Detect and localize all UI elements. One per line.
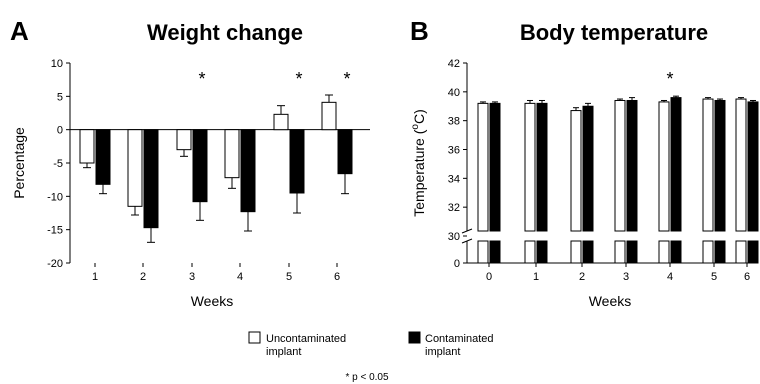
significance-marker: * bbox=[198, 69, 205, 89]
panel-a-y-tick-label: -20 bbox=[47, 258, 63, 270]
panel-a-y-tick-label: -10 bbox=[47, 191, 63, 203]
panel-b-letter: B bbox=[410, 16, 429, 46]
panel-b-axis-break-mark bbox=[461, 228, 473, 234]
bar-uncontaminated-lower bbox=[702, 240, 714, 264]
panel-a-y-tick-label: 10 bbox=[51, 58, 63, 70]
bar-uncontaminated bbox=[477, 102, 489, 232]
bar-contaminated bbox=[536, 102, 548, 232]
bar-contaminated bbox=[95, 129, 111, 185]
bar-uncontaminated-lower bbox=[614, 240, 626, 264]
panel-a-y-tick-label: -15 bbox=[47, 225, 63, 237]
bar-contaminated bbox=[670, 97, 682, 232]
panel-b-axis-break-mark bbox=[461, 238, 473, 244]
panel-a-y-tick-label: -5 bbox=[53, 158, 63, 170]
panel-b-x-tick-label: 5 bbox=[711, 271, 717, 283]
panel-a-plot: 10 5 0 -5 -10 -15 -20 1 2 3 * 4 5 * 6 * bbox=[47, 58, 370, 283]
legend-swatch-contaminated bbox=[408, 331, 421, 344]
panel-b-x-axis-label: Weeks bbox=[589, 293, 632, 309]
panel-b-title: Body temperature bbox=[520, 20, 708, 45]
panel-b-x-tick-label: 3 bbox=[623, 271, 629, 283]
bar-contaminated bbox=[143, 129, 159, 229]
bar-uncontaminated bbox=[658, 101, 670, 232]
footnote-significance: * p < 0.05 bbox=[345, 372, 389, 383]
panel-a-y-tick-label: 0 bbox=[57, 125, 63, 137]
bar-contaminated-lower bbox=[714, 240, 726, 264]
panel-a-y-tick-label: 5 bbox=[57, 91, 63, 103]
bar-uncontaminated bbox=[176, 129, 192, 151]
bar-contaminated bbox=[192, 129, 208, 203]
significance-marker: * bbox=[295, 69, 302, 89]
panel-b-y-tick-label: 40 bbox=[448, 87, 460, 99]
panel-b-y-tick-label: 30 bbox=[448, 231, 460, 243]
panel-b-x-tick-label: 1 bbox=[533, 271, 539, 283]
bar-uncontaminated bbox=[614, 99, 626, 232]
bar-uncontaminated bbox=[735, 98, 747, 232]
bar-uncontaminated-lower bbox=[477, 240, 489, 264]
legend-label-contaminated-1: Contaminated bbox=[425, 333, 494, 345]
panel-a-x-tick-label: 2 bbox=[140, 271, 146, 283]
bar-contaminated-lower bbox=[626, 240, 638, 264]
panel-b-y-tick-label: 34 bbox=[448, 173, 460, 185]
panel-b-y-tick-label: 42 bbox=[448, 58, 460, 70]
panel-b-y-tick-label: 36 bbox=[448, 145, 460, 157]
bar-uncontaminated bbox=[570, 110, 582, 232]
bar-contaminated-lower bbox=[747, 240, 759, 264]
bar-uncontaminated-lower bbox=[570, 240, 582, 264]
panel-a-x-tick-label: 3 bbox=[189, 271, 195, 283]
panel-b-y-axis-label: Temperature (oC) bbox=[410, 109, 427, 217]
panel-b-y-tick-label: 38 bbox=[448, 116, 460, 128]
significance-marker: * bbox=[343, 69, 350, 89]
bar-uncontaminated bbox=[273, 113, 289, 131]
bar-contaminated bbox=[626, 99, 638, 232]
panel-b-x-tick-label: 4 bbox=[667, 271, 673, 283]
bar-contaminated-lower bbox=[670, 240, 682, 264]
panel-a-x-tick-label: 6 bbox=[334, 271, 340, 283]
bar-uncontaminated bbox=[524, 102, 536, 232]
panel-a-x-tick-label: 5 bbox=[286, 271, 292, 283]
bar-uncontaminated bbox=[79, 129, 95, 164]
panel-b-y-tick-label: 0 bbox=[454, 258, 460, 270]
legend-label-uncontaminated-1: Uncontaminated bbox=[266, 333, 346, 345]
significance-marker: * bbox=[666, 69, 673, 89]
bar-uncontaminated bbox=[702, 98, 714, 232]
panel-b-x-tick-label: 6 bbox=[744, 271, 750, 283]
bar-uncontaminated bbox=[127, 129, 143, 207]
bar-contaminated bbox=[714, 99, 726, 232]
bar-contaminated bbox=[289, 129, 305, 194]
bar-contaminated bbox=[337, 129, 353, 175]
panel-a-letter: A bbox=[10, 16, 29, 46]
legend: Uncontaminated implant Contaminated impl… bbox=[248, 331, 494, 358]
panel-a-title: Weight change bbox=[147, 20, 303, 45]
bar-uncontaminated-lower bbox=[735, 240, 747, 264]
bar-contaminated bbox=[747, 101, 759, 232]
bar-uncontaminated-lower bbox=[524, 240, 536, 264]
bar-uncontaminated bbox=[321, 101, 337, 131]
legend-label-uncontaminated-2: implant bbox=[266, 346, 301, 358]
bar-uncontaminated-lower bbox=[658, 240, 670, 264]
legend-swatch-uncontaminated bbox=[248, 331, 261, 344]
bar-contaminated-lower bbox=[489, 240, 501, 264]
bar-uncontaminated bbox=[224, 129, 240, 179]
bar-contaminated-lower bbox=[536, 240, 548, 264]
legend-label-contaminated-2: implant bbox=[425, 346, 460, 358]
bar-contaminated-lower bbox=[582, 240, 594, 264]
bar-contaminated bbox=[240, 129, 256, 213]
panel-a-y-axis-label: Percentage bbox=[11, 127, 27, 199]
bar-contaminated bbox=[489, 102, 501, 232]
panel-b-x-tick-label: 0 bbox=[486, 271, 492, 283]
panel-b-y-tick-label: 32 bbox=[448, 202, 460, 214]
panel-a-x-axis-label: Weeks bbox=[191, 293, 234, 309]
bar-contaminated bbox=[582, 105, 594, 232]
panel-b-x-tick-label: 2 bbox=[579, 271, 585, 283]
panel-a-x-tick-label: 1 bbox=[92, 271, 98, 283]
panel-a-x-tick-label: 4 bbox=[237, 271, 243, 283]
